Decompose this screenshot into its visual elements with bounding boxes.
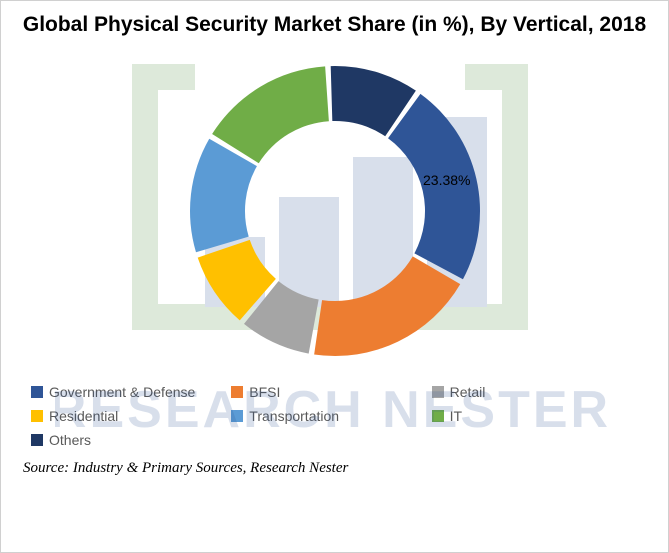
legend-swatch-icon <box>432 386 444 398</box>
chart-title: Global Physical Security Market Share (i… <box>21 11 648 38</box>
chart-area: 23.38% <box>21 46 648 376</box>
legend-item-others: Others <box>31 432 231 448</box>
legend-label: Others <box>49 432 91 448</box>
legend-item-government-defense: Government & Defense <box>31 384 231 400</box>
legend-swatch-icon <box>231 386 243 398</box>
source-citation: Source: Industry & Primary Sources, Rese… <box>21 460 648 477</box>
legend: Government & Defense BFSI Retail Residentia… <box>21 384 648 448</box>
legend-swatch-icon <box>231 410 243 422</box>
legend-item-transportation: Transportation <box>231 408 431 424</box>
slice-it <box>212 67 329 164</box>
legend-label: Retail <box>450 384 486 400</box>
legend-swatch-icon <box>432 410 444 422</box>
legend-swatch-icon <box>31 386 43 398</box>
legend-item-retail: Retail <box>432 384 632 400</box>
legend-label: BFSI <box>249 384 280 400</box>
legend-label: Transportation <box>249 408 339 424</box>
legend-item-it: IT <box>432 408 632 424</box>
slice-label-govdef: 23.38% <box>423 172 470 188</box>
slice-bfsi <box>314 257 460 357</box>
legend-label: Residential <box>49 408 118 424</box>
legend-swatch-icon <box>31 410 43 422</box>
donut-chart <box>25 46 645 376</box>
legend-item-bfsi: BFSI <box>231 384 431 400</box>
chart-container: RESEARCH NESTER Global Physical Security… <box>1 1 668 552</box>
legend-label: IT <box>450 408 462 424</box>
legend-swatch-icon <box>31 434 43 446</box>
legend-label: Government & Defense <box>49 384 195 400</box>
legend-item-residential: Residential <box>31 408 231 424</box>
